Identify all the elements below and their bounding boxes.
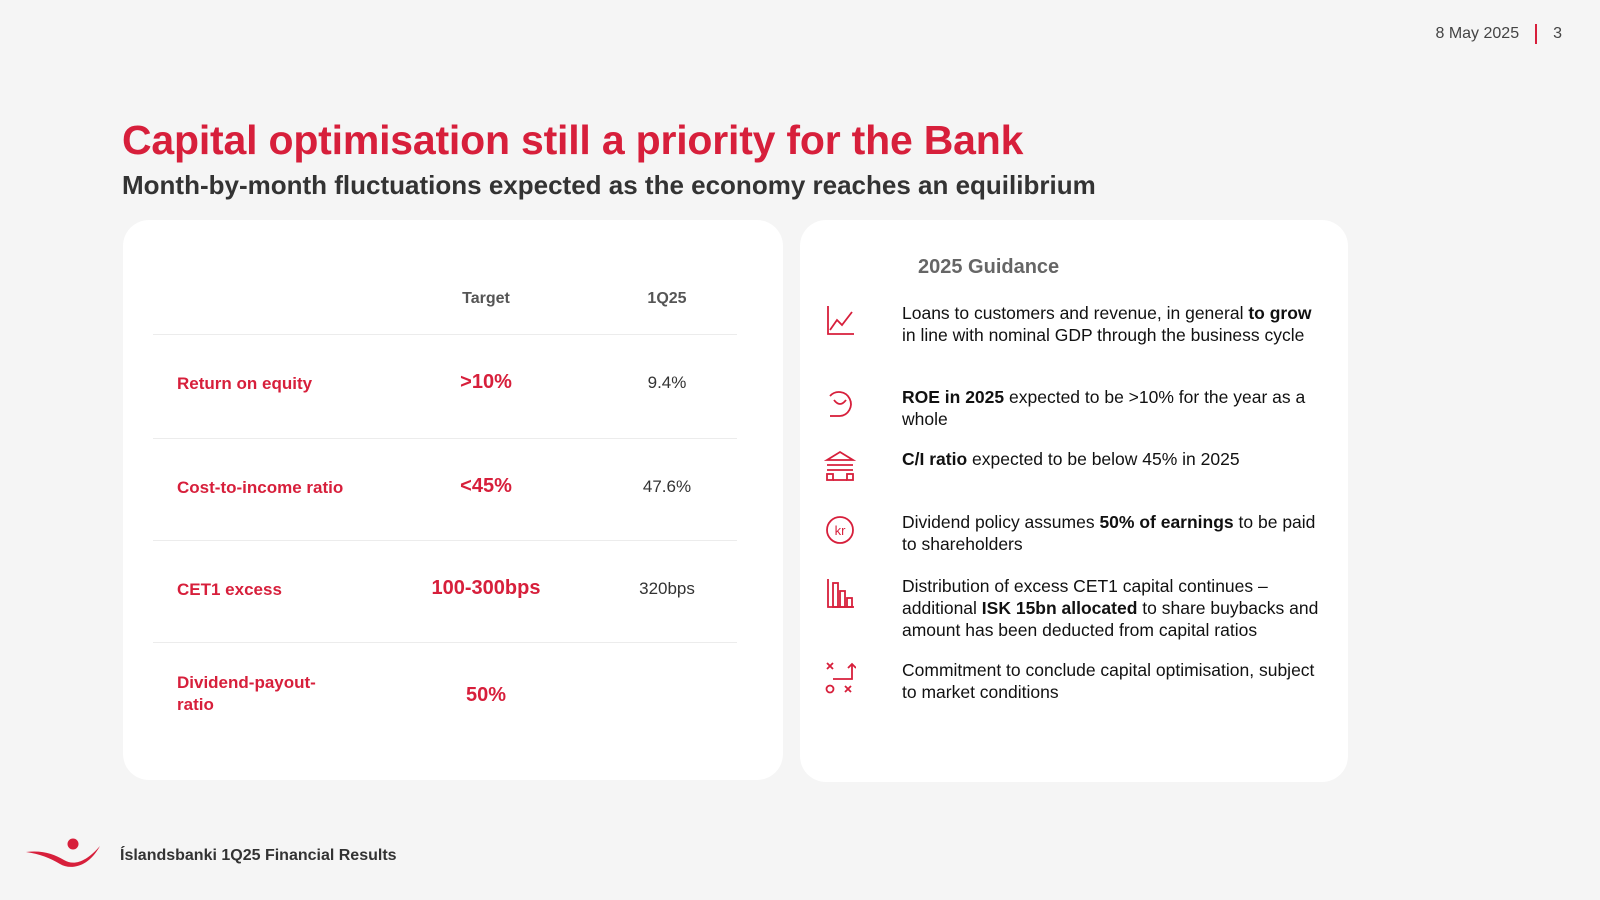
row-label: CET1 excess <box>177 580 282 599</box>
column-header-1q25: 1Q25 <box>647 290 687 307</box>
table-divider <box>153 438 737 439</box>
table-divider <box>153 334 737 335</box>
table-row: Dividend-payout-ratio 50% <box>123 643 783 743</box>
row-actual: 320bps <box>639 579 695 598</box>
table-divider <box>153 642 737 643</box>
row-target: 50% <box>465 684 507 706</box>
guidance-text: Dividend policy assumes 50% of earnings … <box>902 512 1316 554</box>
guidance-text: Distribution of excess CET1 capital cont… <box>902 576 1319 640</box>
table-row: Cost-to-income ratio <45% 47.6% <box>123 439 783 539</box>
footer: Íslandsbanki 1Q25 Financial Results <box>24 836 397 875</box>
row-target: <45% <box>460 475 512 497</box>
guidance-text: Loans to customers and revenue, in gener… <box>902 303 1312 345</box>
row-label: Return on equity <box>177 374 313 393</box>
row-target: >10% <box>460 371 512 393</box>
percent-gauge-icon <box>824 386 856 424</box>
column-header-target: Target <box>462 290 510 307</box>
row-actual: 9.4% <box>647 373 687 392</box>
footer-text: Íslandsbanki 1Q25 Financial Results <box>120 846 397 864</box>
table-row: CET1 excess 100-300bps 320bps <box>123 541 783 641</box>
row-actual: 47.6% <box>642 477 692 496</box>
row-label: Cost-to-income ratio <box>177 478 344 497</box>
page-meta: 8 May 2025 3 <box>1435 24 1562 44</box>
table-row: Return on equity >10% 9.4% <box>123 335 783 435</box>
strategy-play-icon <box>824 659 857 697</box>
guidance-text: ROE in 2025 expected to be >10% for the … <box>902 387 1306 429</box>
page-subtitle: Month-by-month fluctuations expected as … <box>122 170 1096 200</box>
bank-building-icon <box>823 448 857 486</box>
page-number: 3 <box>1553 25 1562 42</box>
islandsbanki-logo <box>24 836 102 875</box>
bar-chart-decline-icon <box>824 575 856 613</box>
table-header: Target 1Q25 <box>123 290 783 320</box>
guidance-text: C/I ratio expected to be below 45% in 20… <box>902 449 1240 469</box>
row-target: 100-300bps <box>431 577 541 599</box>
guidance-card: 2025 Guidance Loans to customers and rev… <box>800 220 1348 782</box>
row-label: Dividend-payout-ratio <box>177 673 316 714</box>
table-divider <box>153 540 737 541</box>
krona-coin-icon: kr <box>824 511 856 549</box>
svg-text:kr: kr <box>835 523 847 538</box>
guidance-text: Commitment to conclude capital optimisat… <box>902 660 1315 702</box>
guidance-title: 2025 Guidance <box>918 256 1060 278</box>
meta-separator <box>1535 24 1538 44</box>
presentation-date: 8 May 2025 <box>1435 25 1520 42</box>
targets-card: Target 1Q25 Return on equity >10% 9.4% C… <box>123 220 783 780</box>
line-chart-icon <box>824 302 856 340</box>
page-title: Capital optimisation still a priority fo… <box>122 117 1024 163</box>
